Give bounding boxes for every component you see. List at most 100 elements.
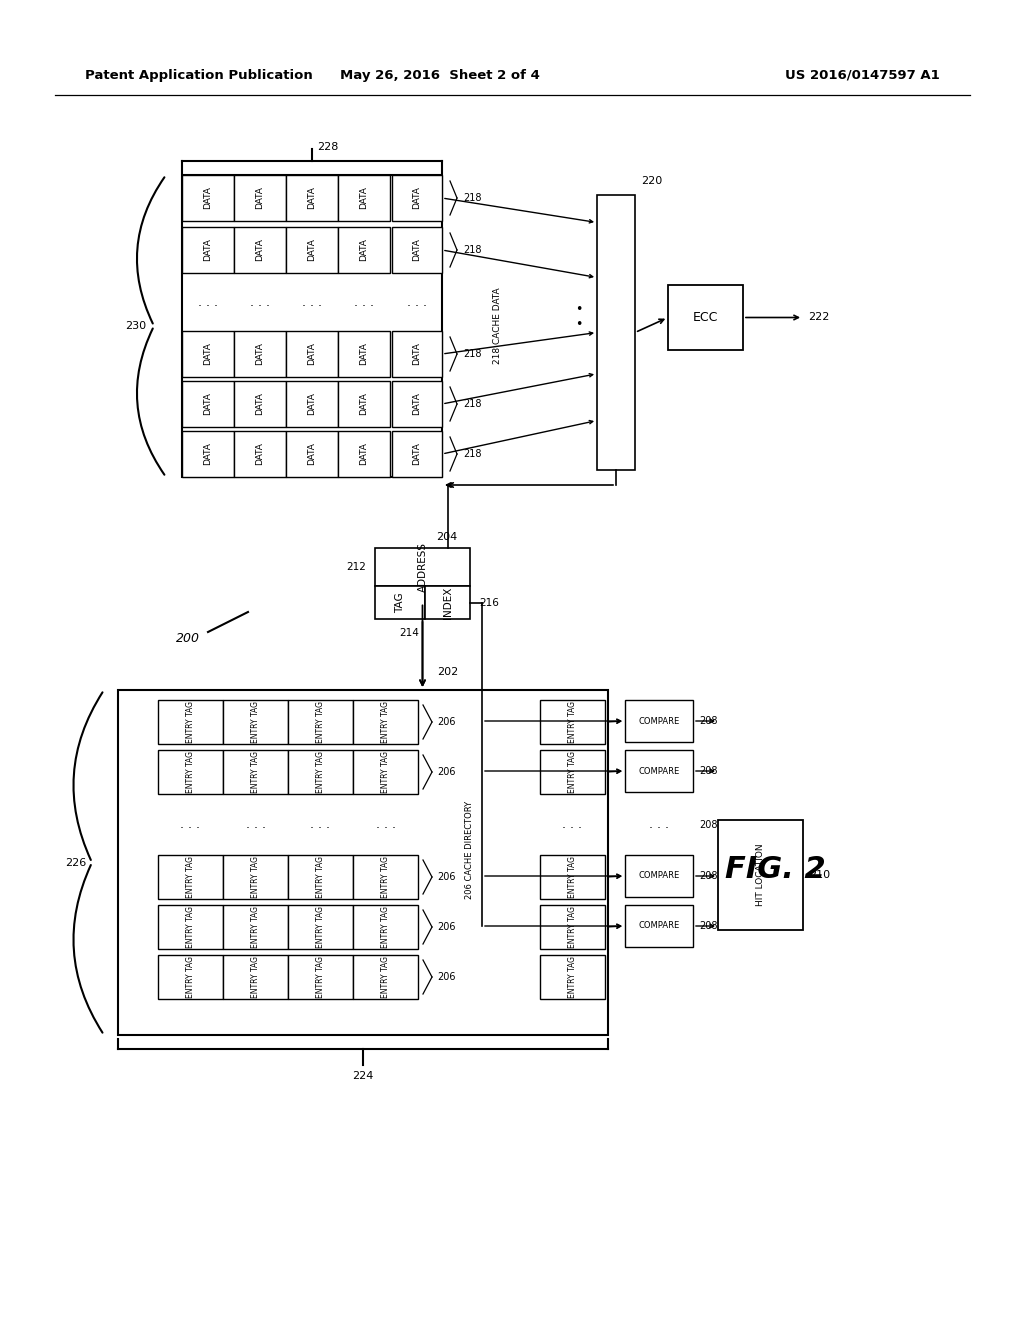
Bar [540,954,605,999]
Text: DATA: DATA [307,343,316,366]
Text: ENTRY TAG: ENTRY TAG [251,751,260,793]
Bar [286,432,338,477]
Bar [540,750,605,795]
Text: ENTRY TAG: ENTRY TAG [568,751,577,793]
Bar [597,195,635,470]
Text: . . .: . . . [250,296,270,309]
Text: DATA: DATA [413,442,422,466]
Text: DATA: DATA [307,239,316,261]
Text: 208: 208 [699,871,718,880]
Text: FIG. 2: FIG. 2 [725,855,825,884]
Bar [353,855,418,899]
Text: 218 CACHE DATA: 218 CACHE DATA [494,288,503,364]
Text: ENTRY TAG: ENTRY TAG [186,906,195,948]
Bar [288,906,353,949]
Bar [234,331,286,378]
Text: DATA: DATA [256,442,264,466]
Bar [288,750,353,795]
Text: ENTRY TAG: ENTRY TAG [186,701,195,743]
Text: 206: 206 [437,921,457,932]
Bar [353,750,418,795]
Text: 216: 216 [479,598,499,607]
Bar [182,176,234,220]
Bar [338,381,390,426]
Text: •
•: • • [575,304,583,331]
Bar [540,855,605,899]
Text: ENTRY TAG: ENTRY TAG [251,701,260,743]
Bar [234,176,286,220]
Bar [540,700,605,744]
Text: 206: 206 [437,972,457,982]
Text: . . .: . . . [649,818,669,832]
Text: 230: 230 [125,321,146,331]
Text: DATA: DATA [307,442,316,466]
Bar [668,285,743,350]
Text: 208: 208 [699,820,718,829]
Text: 228: 228 [317,143,339,152]
Text: DATA: DATA [204,239,213,261]
Bar [392,381,442,426]
Text: ENTRY TAG: ENTRY TAG [251,855,260,898]
Text: US 2016/0147597 A1: US 2016/0147597 A1 [785,69,940,82]
Bar [375,586,425,619]
Bar [288,954,353,999]
Text: DATA: DATA [307,392,316,416]
Text: . . .: . . . [376,818,395,832]
Text: 208: 208 [699,715,718,726]
Text: 218: 218 [463,348,481,359]
Bar [223,700,288,744]
Bar [182,176,442,477]
Text: ENTRY TAG: ENTRY TAG [381,956,390,998]
Bar [353,954,418,999]
Bar [223,750,288,795]
Bar [234,432,286,477]
Bar [338,432,390,477]
Bar [288,855,353,899]
Bar [286,381,338,426]
Text: DATA: DATA [413,186,422,210]
Text: May 26, 2016  Sheet 2 of 4: May 26, 2016 Sheet 2 of 4 [340,69,540,82]
Bar [338,176,390,220]
Text: 218: 218 [463,193,481,203]
Text: DATA: DATA [204,442,213,466]
Text: ENTRY TAG: ENTRY TAG [186,751,195,793]
Bar [223,906,288,949]
Text: DATA: DATA [256,186,264,210]
Bar [223,855,288,899]
Bar [338,331,390,378]
Bar [392,331,442,378]
Text: . . .: . . . [354,296,374,309]
Bar [625,906,693,946]
Text: . . .: . . . [407,296,427,309]
Bar [182,331,234,378]
Text: COMPARE: COMPARE [638,871,680,880]
Text: Patent Application Publication: Patent Application Publication [85,69,312,82]
Text: 206: 206 [437,873,457,882]
Bar [625,855,693,898]
Bar [182,381,234,426]
Text: . . .: . . . [310,818,331,832]
Text: DATA: DATA [204,186,213,210]
Text: ENTRY TAG: ENTRY TAG [381,751,390,793]
Text: COMPARE: COMPARE [638,717,680,726]
Text: 208: 208 [699,921,718,931]
Text: DATA: DATA [359,343,369,366]
Text: ENTRY TAG: ENTRY TAG [568,956,577,998]
Bar [625,700,693,742]
Bar [158,750,223,795]
Text: DATA: DATA [307,186,316,210]
Bar [540,906,605,949]
Text: 204: 204 [436,532,458,543]
Text: DATA: DATA [256,343,264,366]
Text: INDEX: INDEX [442,586,453,619]
Text: DATA: DATA [359,442,369,466]
Text: . . .: . . . [180,818,201,832]
Text: DATA: DATA [413,343,422,366]
Text: DATA: DATA [204,392,213,416]
Text: 206: 206 [437,717,457,727]
Text: 212: 212 [346,562,366,572]
Text: 218: 218 [463,449,481,459]
Text: 222: 222 [808,313,829,322]
Text: 226: 226 [66,858,87,867]
Bar [375,548,470,586]
